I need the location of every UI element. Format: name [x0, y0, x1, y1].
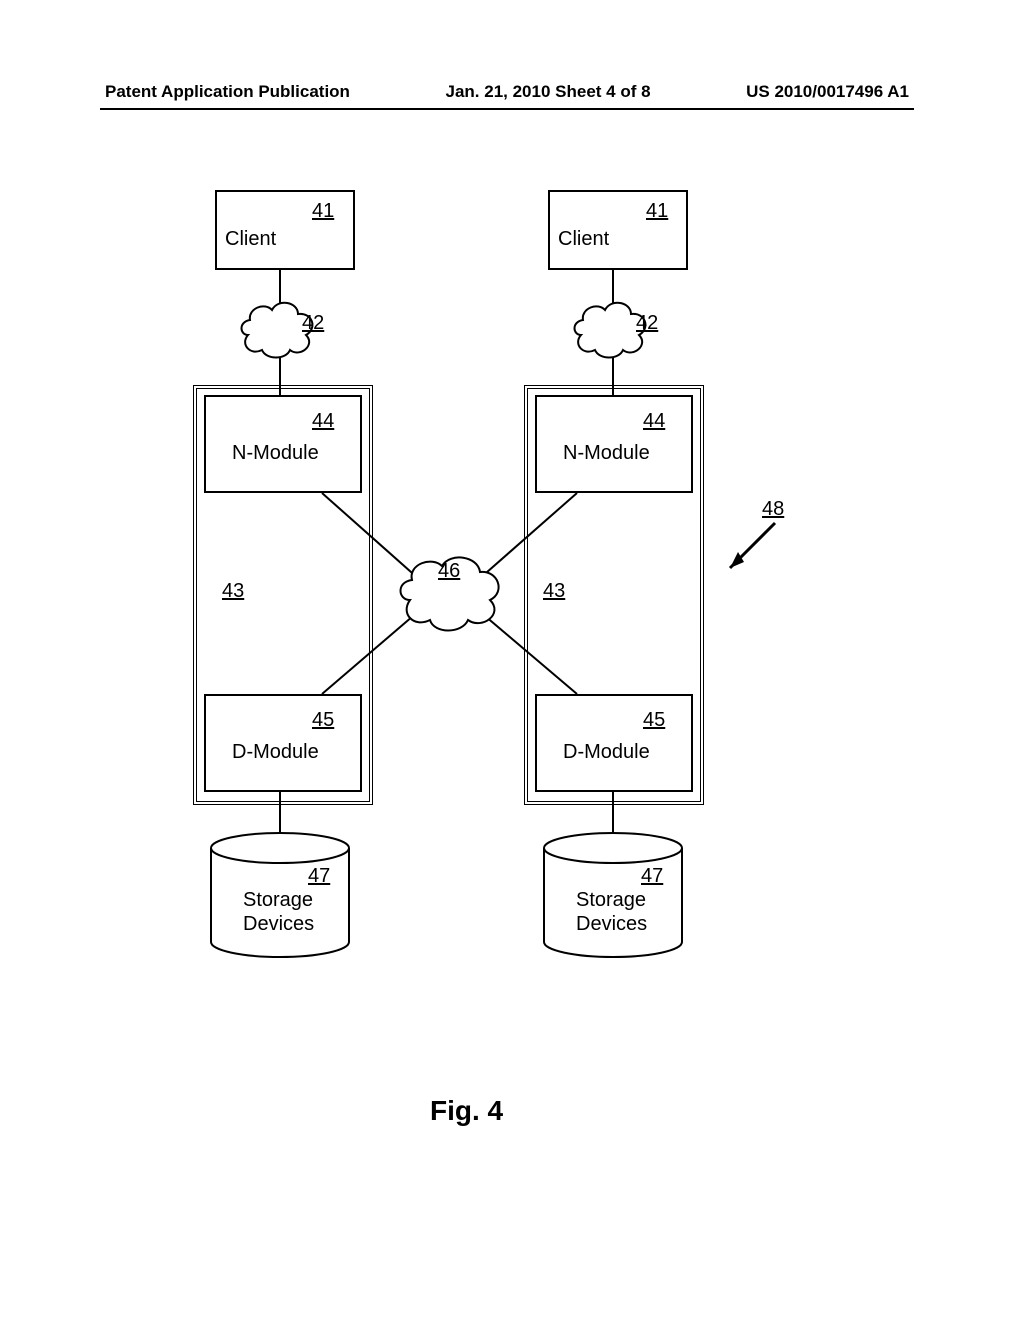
cloud-tr-ref: 42 [636, 312, 658, 335]
storage-right-l2: Devices [576, 913, 647, 936]
dmod-right-label: D-Module [563, 741, 650, 764]
nmod-right-ref: 44 [643, 410, 665, 433]
nmod-right-label: N-Module [563, 442, 650, 465]
dmod-right-ref: 45 [643, 709, 665, 732]
client-right-label: Client [558, 228, 609, 251]
nmod-left-label: N-Module [232, 442, 319, 465]
nmod-left-ref: 44 [312, 410, 334, 433]
figure-4-diagram: Client 41 Client 41 42 42 43 43 44 N-Mod… [0, 0, 1024, 1320]
storage-left-l2: Devices [243, 913, 314, 936]
dmod-left-label: D-Module [232, 741, 319, 764]
storage-left-l1: Storage [243, 889, 313, 912]
server-right-ref: 43 [543, 580, 565, 603]
storage-right-l1: Storage [576, 889, 646, 912]
system-ref-arrow [730, 523, 775, 568]
cloud-mid-ref: 46 [438, 560, 460, 583]
storage-left-ref: 47 [308, 865, 330, 888]
diagram-svg-layer [0, 0, 1024, 1320]
client-right-ref: 41 [646, 200, 668, 223]
client-left-ref: 41 [312, 200, 334, 223]
system-ref-48: 48 [762, 498, 784, 521]
figure-caption: Fig. 4 [430, 1095, 503, 1127]
storage-right-ref: 47 [641, 865, 663, 888]
cloud-top-right [575, 303, 646, 358]
dmod-left-ref: 45 [312, 709, 334, 732]
cloud-tl-ref: 42 [302, 312, 324, 335]
client-left-label: Client [225, 228, 276, 251]
server-left-ref: 43 [222, 580, 244, 603]
